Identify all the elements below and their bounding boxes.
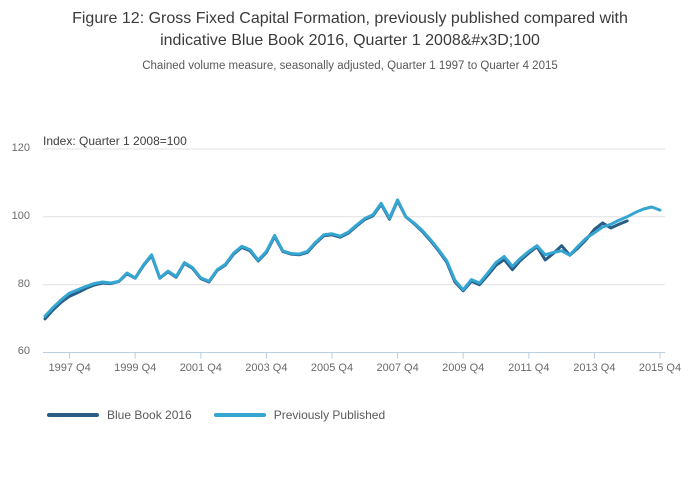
- x-axis-tick-label: 2011 Q4: [508, 362, 550, 374]
- x-axis-tick-label: 1999 Q4: [114, 362, 157, 374]
- y-axis-tick-label: 80: [17, 278, 30, 290]
- chart-title: Figure 12: Gross Fixed Capital Formation…: [72, 10, 628, 49]
- legend-label-previously-published: Previously Published: [273, 408, 386, 422]
- index-base-annotation: Index: Quarter 1 2008=100: [43, 134, 187, 148]
- legend-item-blue-book-2016[interactable]: Blue Book 2016: [47, 408, 192, 422]
- legend-swatch-blue-book-2016: [47, 413, 99, 417]
- x-axis-tick-label: 1997 Q4: [48, 362, 91, 374]
- x-axis-tick-label: 2007 Q4: [376, 362, 419, 374]
- y-axis-tick-label: 60: [17, 345, 30, 357]
- legend-label-blue-book-2016: Blue Book 2016: [107, 408, 192, 422]
- chart-subtitle: Chained volume measure, seasonally adjus…: [142, 60, 558, 72]
- x-axis-tick-label: 2003 Q4: [245, 362, 288, 374]
- x-axis-tick-label: 2013 Q4: [573, 362, 616, 374]
- y-axis-tick-label: 100: [11, 210, 30, 222]
- x-axis-tick-label: 2005 Q4: [310, 362, 354, 374]
- series-lines: [43, 198, 662, 321]
- x-axis-tick-label: 2001 Q4: [179, 362, 222, 374]
- series-line-previously-published: [43, 198, 662, 318]
- x-axis-tick-label: 2015 Q4: [638, 362, 682, 374]
- y-axis-tick-label: 120: [11, 142, 30, 154]
- x-axis-tick-label: 2009 Q4: [442, 362, 485, 374]
- series-line-blue-book-2016: [43, 199, 629, 321]
- legend-swatch-previously-published: [213, 413, 266, 417]
- x-axis-ticks: [69, 352, 661, 359]
- legend-item-previously-published[interactable]: Previously Published: [213, 408, 386, 422]
- gridlines: [43, 148, 665, 286]
- legend: Blue Book 2016 Previously Published: [47, 408, 407, 422]
